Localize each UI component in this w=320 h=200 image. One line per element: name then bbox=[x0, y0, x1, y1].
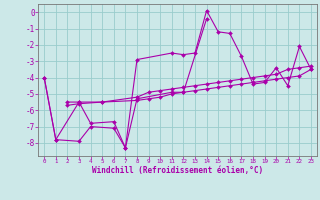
X-axis label: Windchill (Refroidissement éolien,°C): Windchill (Refroidissement éolien,°C) bbox=[92, 166, 263, 175]
